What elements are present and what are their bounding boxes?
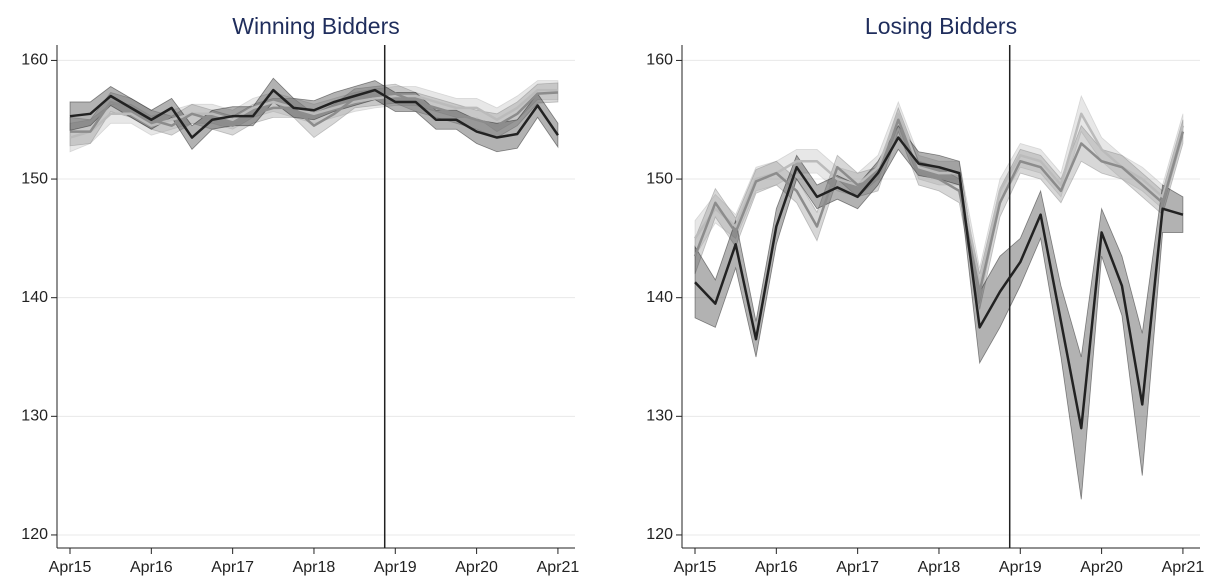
x-tick-label: Apr19 [999,559,1042,576]
confidence-band [694,106,1184,310]
y-tick-label: 150 [646,170,673,187]
x-tick-label: Apr15 [49,559,92,576]
x-tick-label: Apr17 [836,559,879,576]
x-tick-label: Apr18 [293,559,336,576]
y-tick-label: 120 [646,526,673,543]
x-tick-label: Apr21 [537,559,580,576]
y-tick-label: 160 [646,52,673,69]
x-tick-label: Apr20 [1080,559,1123,576]
y-tick-label: 160 [21,52,48,69]
y-tick-label: 120 [21,526,48,543]
series-line [69,88,558,139]
y-tick-label: 130 [21,408,48,425]
series-line [694,136,1184,430]
x-tick-label: Apr15 [674,559,717,576]
series-line [69,88,559,139]
y-tick-label: 140 [21,289,48,306]
x-tick-label: Apr18 [918,559,961,576]
x-tick-label: Apr21 [1162,559,1205,576]
y-tick-label: 130 [646,408,673,425]
x-tick-label: Apr20 [455,559,498,576]
x-tick-label: Apr16 [755,559,798,576]
x-tick-label: Apr17 [211,559,254,576]
y-tick-label: 150 [21,170,48,187]
y-tick-label: 140 [646,289,673,306]
x-tick-label: Apr19 [374,559,417,576]
series-line [693,118,1185,294]
confidence-band [694,124,1184,500]
chart-title: Winning Bidders [232,13,399,39]
x-tick-label: Apr16 [130,559,173,576]
chart-title: Losing Bidders [865,13,1017,39]
